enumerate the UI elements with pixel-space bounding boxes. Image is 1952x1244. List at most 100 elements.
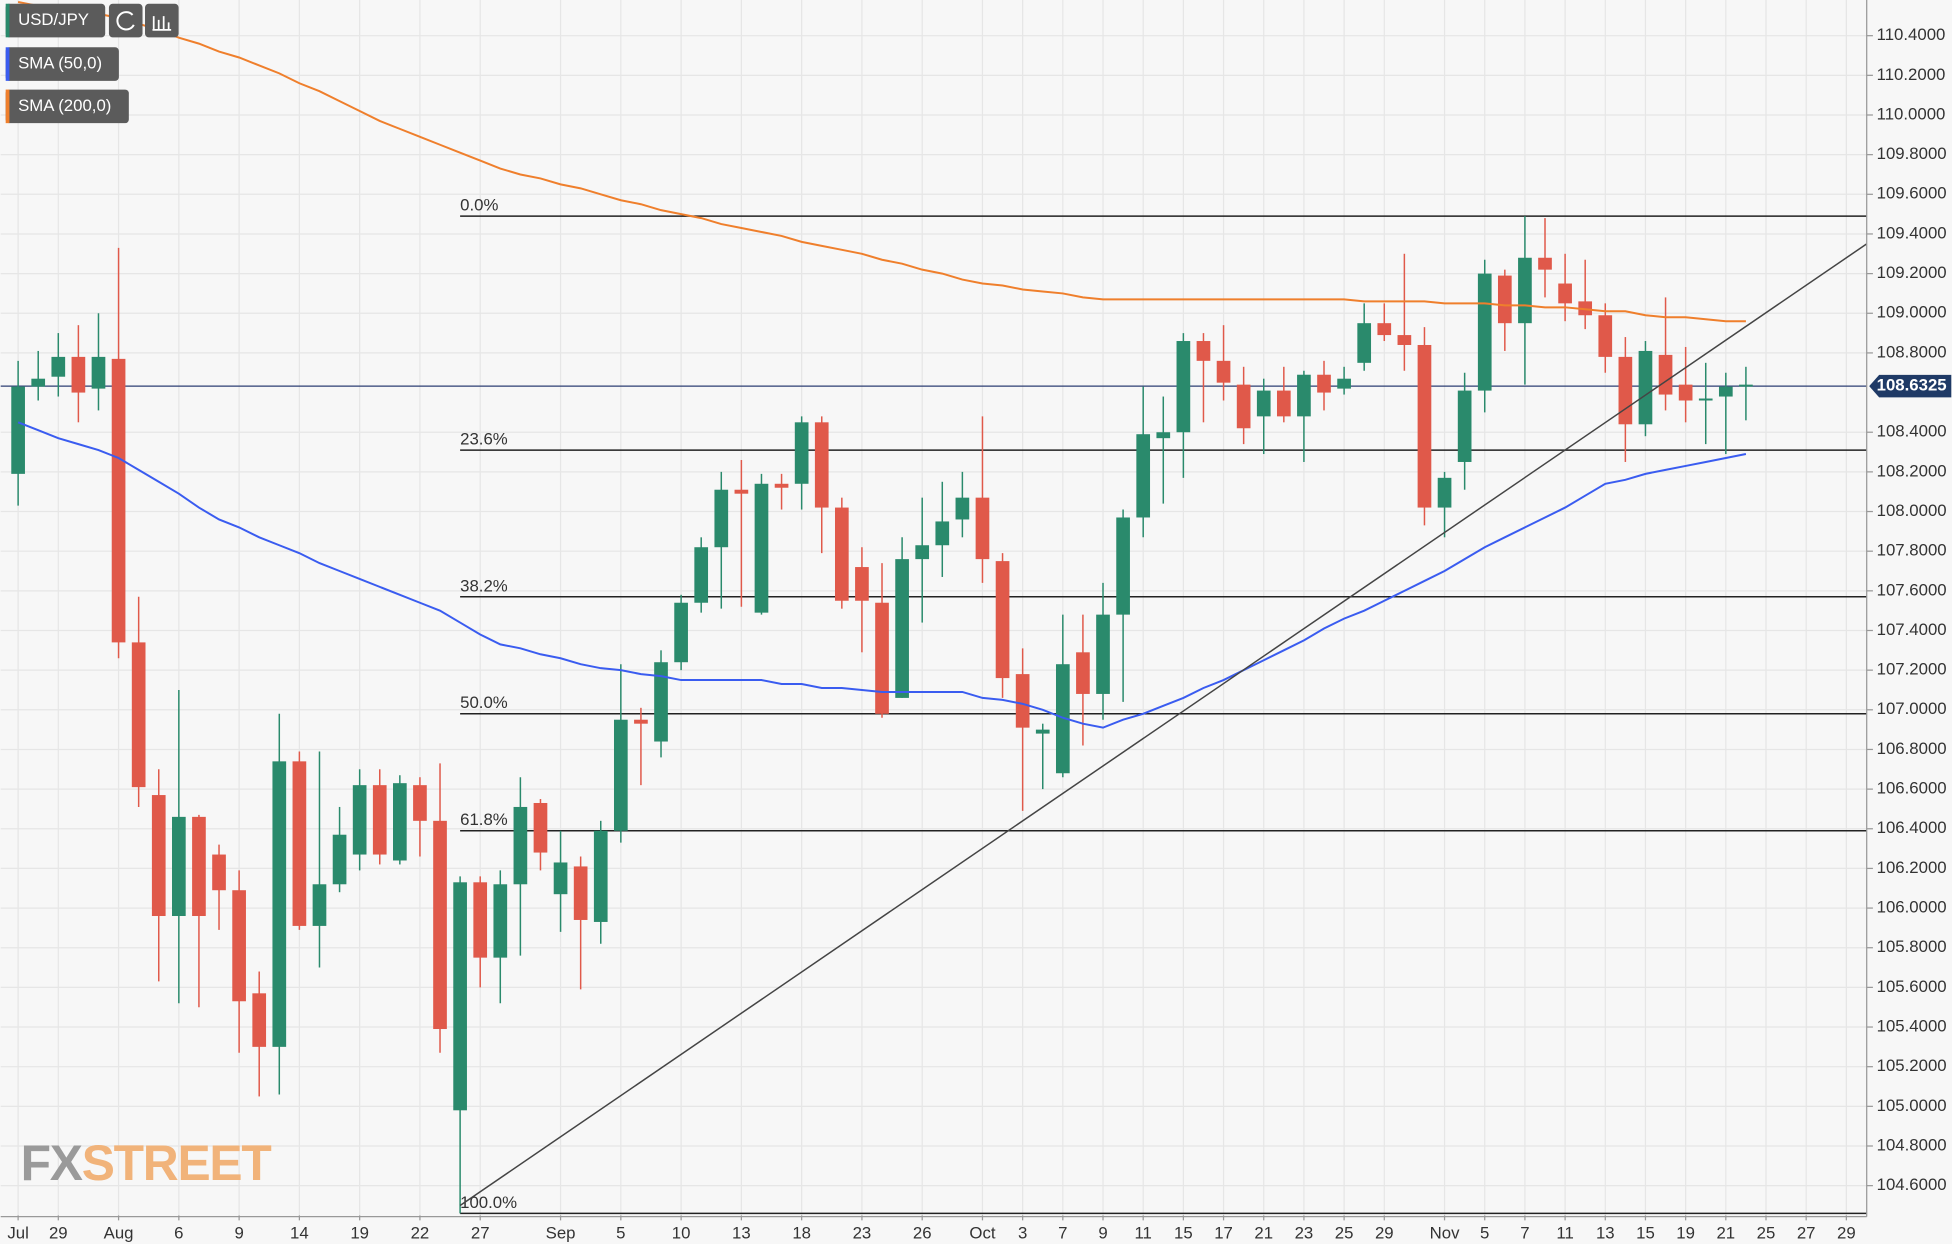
x-tick-label: 21 <box>1716 1223 1735 1242</box>
candle-body <box>1518 257 1532 324</box>
refresh-icon <box>116 11 135 31</box>
candle-body <box>1337 378 1351 389</box>
candle-body <box>593 830 608 922</box>
candle-body <box>875 602 889 714</box>
x-tick-label: 22 <box>411 1223 430 1242</box>
candle-body <box>794 422 809 484</box>
x-tick-label: 5 <box>1480 1223 1489 1242</box>
watermark-suffix: STREET <box>82 1135 272 1191</box>
x-tick-label: 11 <box>1556 1223 1573 1242</box>
x-tick-label: 9 <box>1098 1223 1107 1242</box>
y-tick-label: 109.6000 <box>1877 184 1947 203</box>
x-tick-label: 19 <box>350 1223 369 1242</box>
y-tick-label: 109.2000 <box>1877 263 1947 282</box>
candle-body <box>995 561 1010 679</box>
candle-body <box>654 662 668 742</box>
fib-label: 61.8% <box>460 810 508 829</box>
x-tick-label: 26 <box>913 1223 932 1242</box>
candle-body <box>212 854 226 891</box>
candle-body <box>1638 350 1653 425</box>
y-tick-label: 106.0000 <box>1877 898 1947 917</box>
legend-item[interactable] <box>5 89 129 124</box>
candle-body <box>372 785 387 855</box>
x-tick-label: 17 <box>1214 1223 1233 1242</box>
x-tick-label: 6 <box>174 1223 183 1242</box>
candle-body <box>172 816 186 917</box>
candle-body <box>1317 374 1331 393</box>
x-tick-label: Oct <box>969 1223 995 1242</box>
candle-body <box>272 761 287 1047</box>
y-tick-label: 105.2000 <box>1877 1056 1947 1075</box>
y-tick-label: 109.8000 <box>1877 144 1947 163</box>
x-tick-label: 15 <box>1636 1223 1655 1242</box>
y-tick-label: 107.0000 <box>1877 699 1947 718</box>
candle-body <box>131 642 146 788</box>
candle-body <box>1497 275 1512 324</box>
candle-body <box>232 890 246 1002</box>
candle-body <box>1538 257 1552 270</box>
y-tick-label: 108.4000 <box>1877 422 1947 441</box>
x-tick-label: 25 <box>1335 1223 1354 1242</box>
candle-body <box>975 497 990 560</box>
candle-body <box>1297 374 1311 417</box>
fib-label: 23.6% <box>460 430 508 449</box>
candle-body <box>834 507 849 601</box>
watermark-prefix: FX <box>21 1135 83 1191</box>
candle-body <box>613 719 628 831</box>
candle-body <box>533 802 548 853</box>
candle-body <box>1276 390 1291 417</box>
legend-item[interactable] <box>5 3 106 38</box>
candle-body <box>473 882 488 958</box>
candle-body <box>915 545 930 560</box>
x-tick-label: 13 <box>732 1223 751 1242</box>
candle-body <box>1236 384 1251 429</box>
x-tick-label: 15 <box>1174 1223 1193 1242</box>
y-tick-label: 105.0000 <box>1877 1096 1947 1115</box>
x-tick-label: Sep <box>546 1223 576 1242</box>
x-tick-label: Aug <box>104 1223 134 1242</box>
y-tick-label: 109.0000 <box>1877 303 1947 322</box>
y-tick-label: 108.8000 <box>1877 342 1947 361</box>
candle-body <box>1598 315 1613 357</box>
candle-body <box>1357 323 1372 363</box>
candle-body <box>1718 386 1733 397</box>
candle-body <box>51 356 66 377</box>
last-price-tag <box>1869 374 1952 398</box>
candle-body <box>433 820 447 1030</box>
candle-body <box>111 358 126 643</box>
candle-body <box>714 489 729 548</box>
candle-body <box>1076 652 1090 694</box>
y-tick-label: 108.2000 <box>1877 461 1947 480</box>
candle-body <box>453 882 467 1111</box>
y-tick-label: 105.4000 <box>1877 1016 1947 1035</box>
x-tick-label: 10 <box>672 1223 691 1242</box>
fib-label: 100.0% <box>460 1193 517 1212</box>
sma-line <box>17 421 1747 729</box>
candle-body <box>1558 283 1572 304</box>
x-tick-label: 18 <box>792 1223 811 1242</box>
x-tick-label: 23 <box>853 1223 872 1242</box>
candle-body <box>694 547 709 603</box>
fib-label: 38.2% <box>460 576 508 595</box>
y-tick-label: 106.2000 <box>1877 858 1947 877</box>
settings-button[interactable] <box>145 3 179 38</box>
candle-body <box>1658 354 1673 395</box>
sma-line <box>17 1 1746 323</box>
x-tick-label: Jul <box>7 1223 28 1242</box>
y-tick-label: 105.8000 <box>1877 937 1947 956</box>
candle-body <box>1196 341 1211 361</box>
legend-swatch <box>5 89 10 124</box>
legend-label: SMA (50,0) <box>18 54 102 73</box>
last-price-label: 108.6325 <box>1877 376 1947 395</box>
x-tick-label: 25 <box>1757 1223 1776 1242</box>
candle-body <box>392 783 407 861</box>
y-tick-label: 105.6000 <box>1877 977 1947 996</box>
candle-body <box>1477 273 1492 391</box>
candle-body <box>1417 344 1432 508</box>
refresh-button[interactable] <box>108 3 143 38</box>
settings-icon <box>152 16 172 31</box>
x-tick-label: 14 <box>290 1223 309 1242</box>
legend-item[interactable] <box>5 47 119 81</box>
candle-body <box>1397 335 1412 345</box>
plot: 0.0% 23.6% 38.2% 50.0% 61.8% 100.0% <box>0 1 1868 1215</box>
